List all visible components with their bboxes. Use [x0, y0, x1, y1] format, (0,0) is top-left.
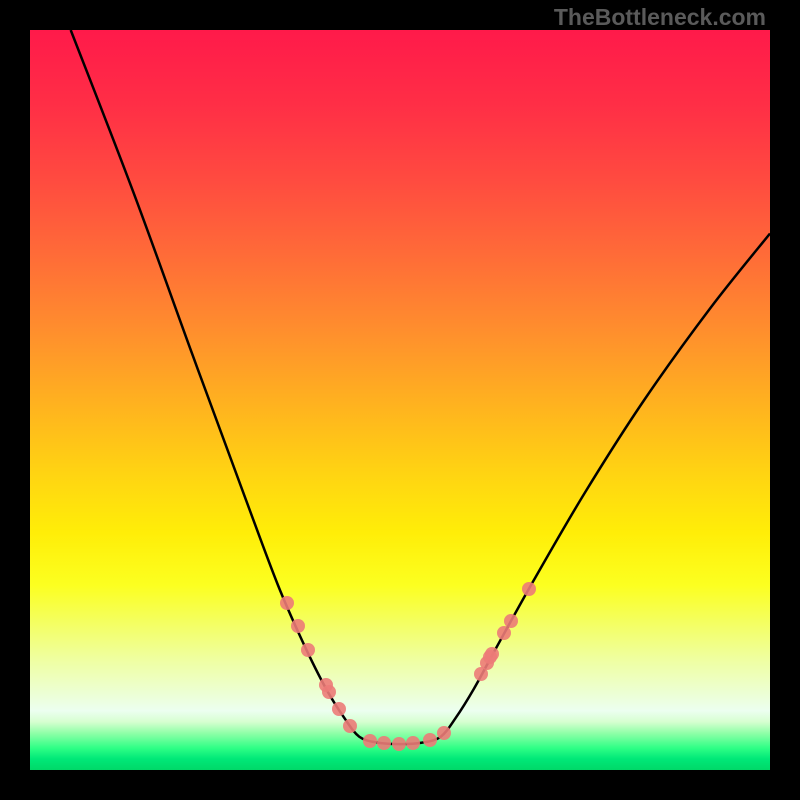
watermark-text: TheBottleneck.com — [554, 4, 766, 31]
data-marker — [280, 596, 294, 610]
data-marker — [497, 626, 511, 640]
data-marker — [322, 685, 336, 699]
data-marker — [301, 643, 315, 657]
data-marker — [423, 733, 437, 747]
data-marker — [504, 614, 518, 628]
plot-area — [30, 30, 770, 770]
data-marker — [406, 736, 420, 750]
data-marker — [363, 734, 377, 748]
data-marker — [332, 702, 346, 716]
data-marker — [377, 736, 391, 750]
plot-svg — [30, 30, 770, 770]
bottleneck-curve — [71, 30, 770, 744]
data-marker — [522, 582, 536, 596]
chart-container: TheBottleneck.com — [0, 0, 800, 800]
data-marker — [437, 726, 451, 740]
data-marker — [392, 737, 406, 751]
data-marker — [343, 719, 357, 733]
data-marker — [485, 647, 499, 661]
data-marker — [291, 619, 305, 633]
gradient-background — [30, 30, 770, 770]
